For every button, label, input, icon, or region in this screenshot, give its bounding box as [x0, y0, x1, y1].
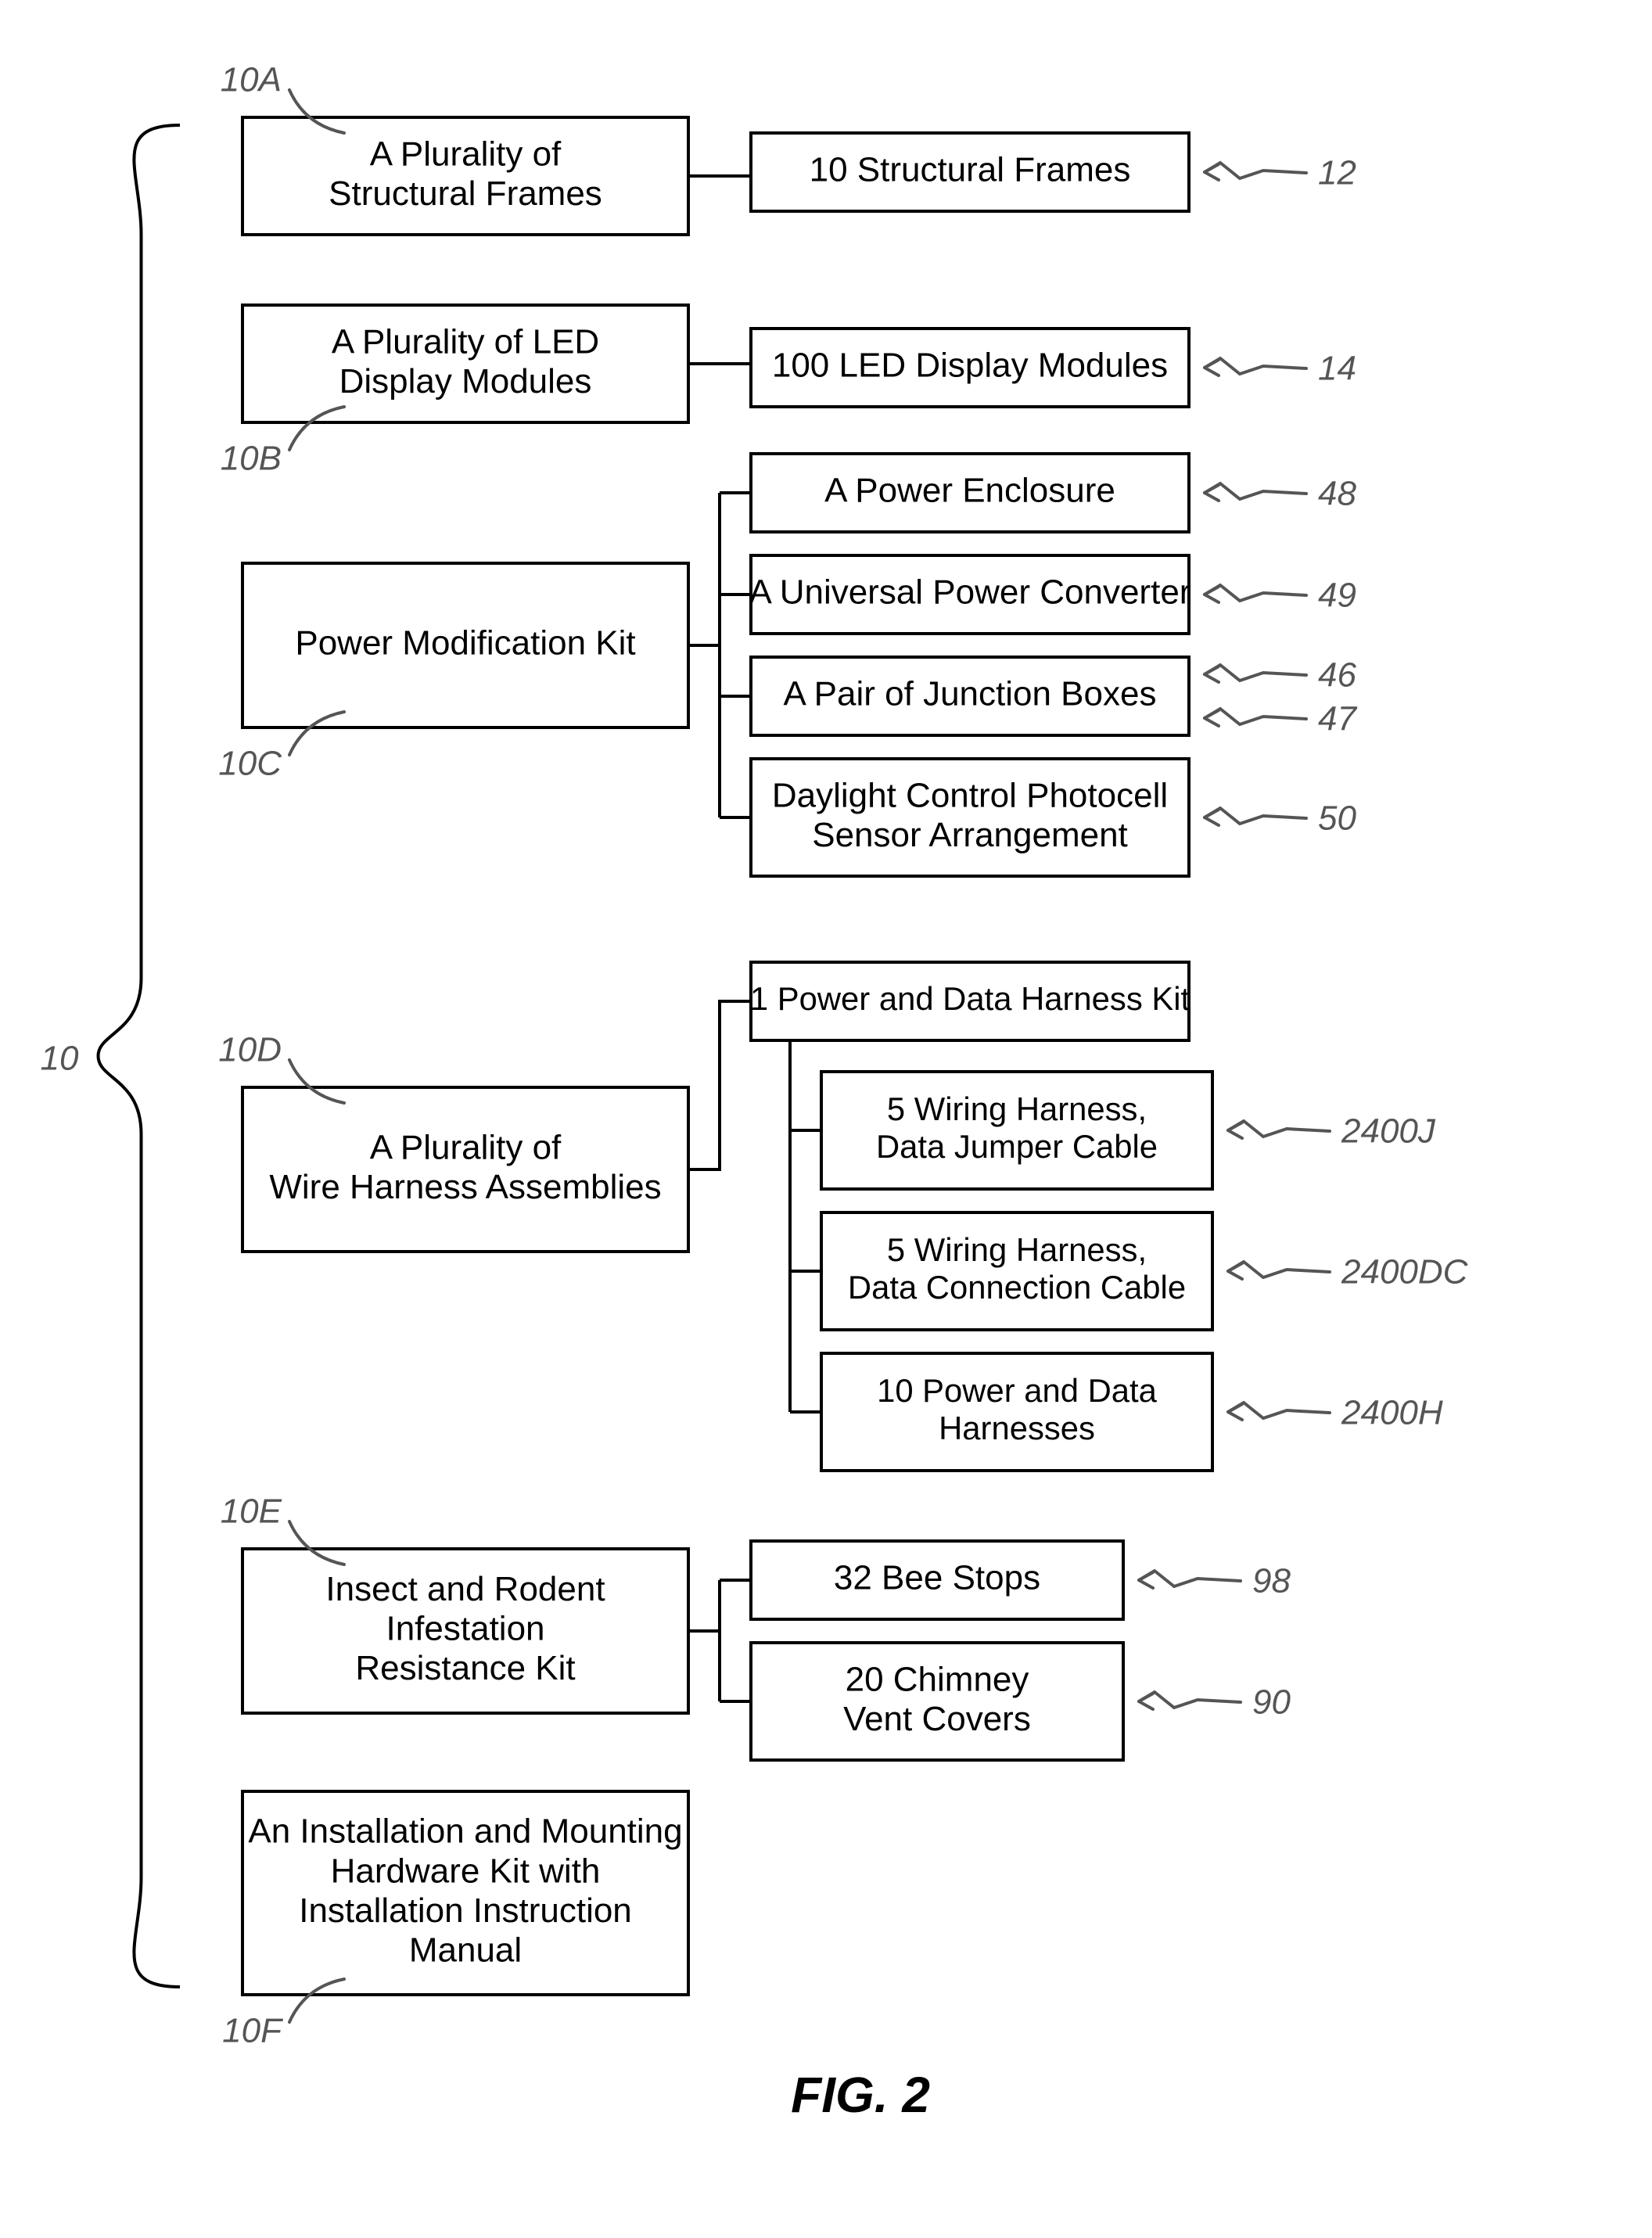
lbl-10B-label: 10B	[221, 440, 282, 478]
child-10E-1-text: Vent Covers	[843, 1700, 1031, 1738]
lbl-10D-label: 10D	[218, 1031, 282, 1069]
parent-10B-text: A Plurality of LED	[332, 322, 599, 361]
ref-2400H-label: 2400H	[1341, 1394, 1443, 1432]
ref-12-label: 12	[1318, 154, 1356, 192]
child-10C-3-text: Daylight Control Photocell	[772, 776, 1168, 814]
child-10D-sub-0-text: Data Jumper Cable	[876, 1128, 1158, 1165]
parent-10A-text: A Plurality of	[370, 135, 562, 173]
ref-48-label: 48	[1318, 475, 1356, 513]
child-10D-sub-1-text: Data Connection Cable	[848, 1269, 1186, 1306]
diagram-canvas: A Plurality ofStructural FramesA Plurali…	[0, 0, 1652, 2238]
parent-10D-text: A Plurality of	[370, 1128, 562, 1166]
figure-caption: FIG. 2	[791, 2067, 930, 2123]
lbl-10F-label: 10F	[222, 2012, 283, 2050]
lbl-10E-label: 10E	[221, 1493, 282, 1531]
child-10D-sub-1-text: 5 Wiring Harness,	[887, 1231, 1147, 1268]
parent-10E-text: Insect and Rodent	[325, 1570, 605, 1608]
ref-2400DC-label: 2400DC	[1341, 1253, 1469, 1291]
ref-14-label: 14	[1318, 350, 1356, 388]
ref-50-label: 50	[1318, 799, 1356, 838]
child-10D-0-text: 1 Power and Data Harness Kit	[750, 980, 1191, 1017]
child-10C-2-text: A Pair of Junction Boxes	[784, 675, 1157, 713]
parent-10B-text: Display Modules	[339, 362, 592, 401]
ref-47-label: 47	[1318, 700, 1357, 738]
parent-10F-text: Hardware Kit with	[331, 1852, 601, 1890]
lbl-10A-label: 10A	[221, 61, 282, 99]
lbl-10C-label: 10C	[218, 745, 282, 783]
root-label: 10	[41, 1040, 79, 1078]
child-10A-0-text: 10 Structural Frames	[810, 151, 1131, 189]
child-10D-sub-2-text: Harnesses	[939, 1410, 1095, 1446]
ref-49-label: 49	[1318, 577, 1356, 615]
child-10C-1-text: A Universal Power Converter	[749, 573, 1191, 612]
child-10C-0-text: A Power Enclosure	[824, 472, 1115, 510]
parent-10E-text: Infestation	[386, 1610, 544, 1648]
child-10D-sub-0-text: 5 Wiring Harness,	[887, 1090, 1147, 1127]
ref-46-label: 46	[1318, 656, 1356, 695]
parent-10E-text: Resistance Kit	[355, 1649, 575, 1687]
parent-10A-text: Structural Frames	[329, 174, 602, 213]
child-10C-3-text: Sensor Arrangement	[812, 816, 1128, 854]
child-10E-1-text: 20 Chimney	[846, 1660, 1029, 1698]
parent-10F-text: An Installation and Mounting	[248, 1812, 682, 1851]
root-brace	[99, 125, 181, 1987]
child-10E-0-text: 32 Bee Stops	[834, 1559, 1040, 1597]
ref-2400J-label: 2400J	[1341, 1112, 1436, 1151]
parent-10C-text: Power Modification Kit	[295, 624, 635, 663]
child-10B-0-text: 100 LED Display Modules	[772, 347, 1168, 385]
parent-10F-text: Installation Instruction	[299, 1891, 632, 1930]
parent-10F-text: Manual	[409, 1931, 522, 1970]
ref-98-label: 98	[1252, 1562, 1291, 1600]
parent-10D-text: Wire Harness Assemblies	[269, 1168, 661, 1206]
child-10D-sub-2-text: 10 Power and Data	[877, 1372, 1158, 1409]
ref-90-label: 90	[1252, 1683, 1291, 1722]
